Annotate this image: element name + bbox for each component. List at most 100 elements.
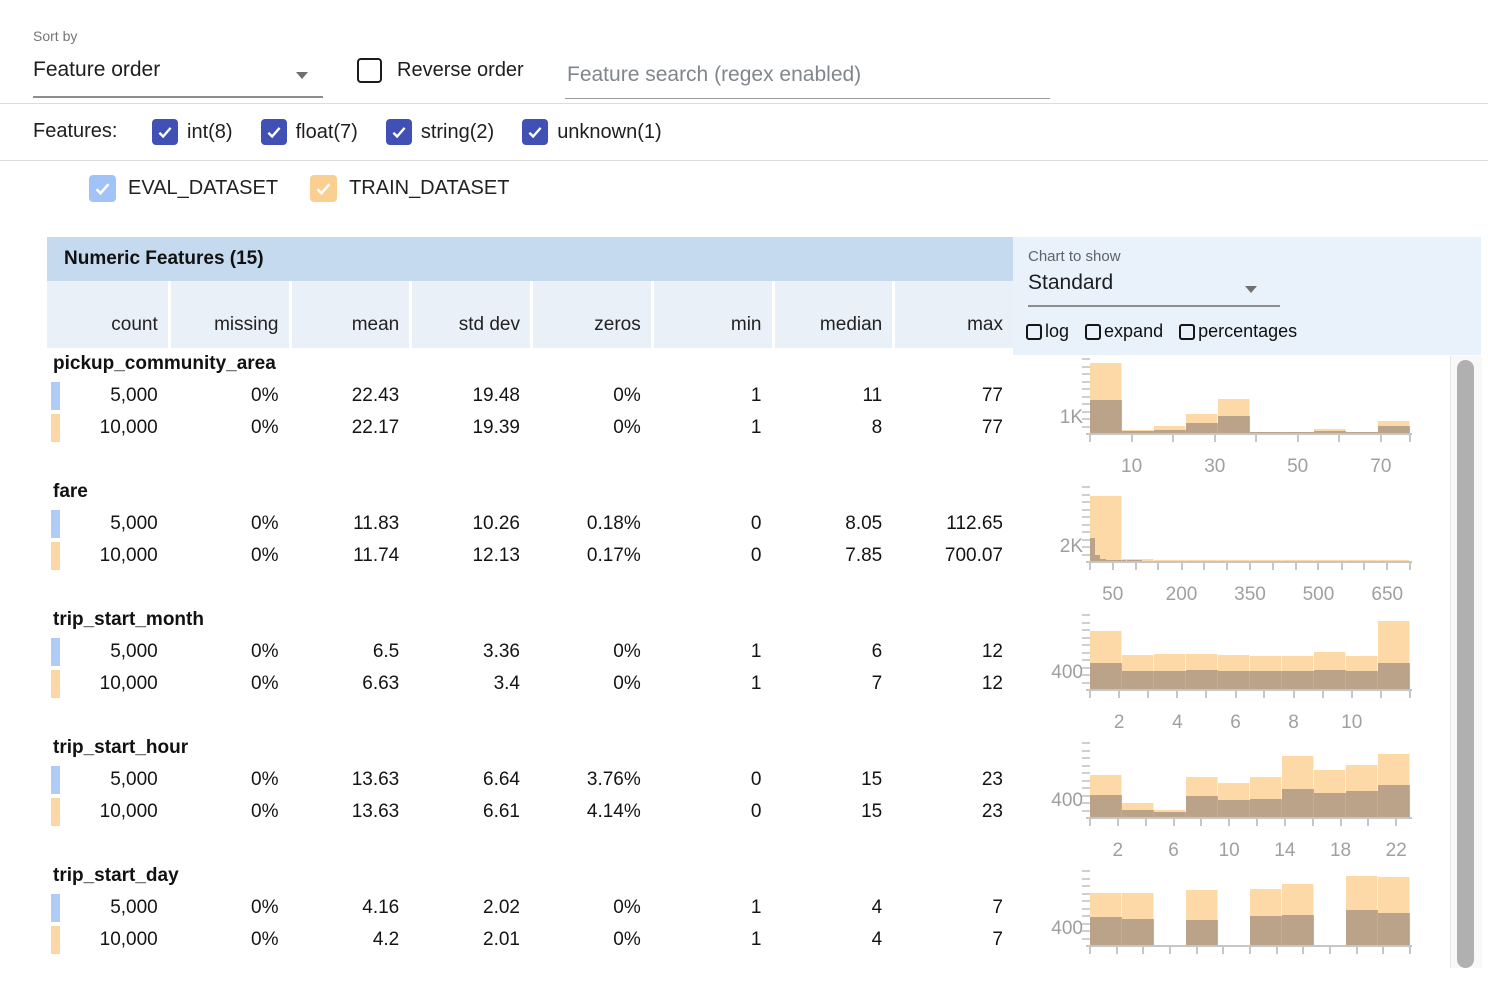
hist-bar-train [1090, 496, 1122, 561]
y-ruler-tick [1082, 742, 1090, 744]
divider-top [0, 103, 1488, 104]
x-axis-tick [1130, 435, 1133, 442]
feature-block-trip_start_day: trip_start_day 5,000 0% 4.16 2.02 0% 1 4 7 10,000… [47, 865, 1452, 993]
x-axis-label: 6 [1168, 840, 1179, 861]
y-ruler-tick [1082, 907, 1090, 910]
hist-bar-eval [1250, 799, 1282, 817]
x-axis-tick [1228, 819, 1231, 826]
y-ruler-tick [1082, 410, 1090, 413]
hist-bar-eval [1314, 670, 1346, 689]
chart-option-checkboxes: log expand percentages [1026, 321, 1297, 342]
scrollbar-thumb[interactable] [1457, 360, 1474, 968]
histogram-plot: 10 30 50 70 [1082, 355, 1412, 477]
stat-cell-min: 1 [750, 897, 762, 918]
x-axis-tick [1382, 947, 1385, 954]
hist-bar-eval [1314, 793, 1346, 817]
hist-bar-train [1186, 559, 1218, 561]
stat-cell-std-dev: 12.13 [472, 545, 520, 566]
table-row-eval: 5,000 0% 4.16 2.02 0% 1 4 7 [47, 893, 1013, 923]
y-ruler-tick [1082, 915, 1090, 917]
x-axis-tick [1195, 947, 1198, 954]
x-axis-label: 70 [1370, 456, 1392, 477]
y-ruler-tick [1082, 501, 1090, 503]
y-ruler-tick [1082, 772, 1090, 774]
chevron-down-icon[interactable] [1245, 286, 1257, 293]
stat-cell-missing: 0% [251, 417, 279, 438]
histogram-trip_start_month: 2 4 6 8 10 400 [1037, 609, 1452, 737]
stat-cell-std-dev: 3.36 [483, 641, 520, 662]
hist-bar-train [1154, 559, 1186, 561]
hist-bar-train [1314, 560, 1346, 561]
stat-cell-std-dev: 2.01 [483, 929, 520, 950]
stat-cell-max: 12 [981, 673, 1003, 694]
hist-bar-eval [1250, 670, 1282, 689]
x-axis-label: 10 [1341, 712, 1363, 733]
feature-type-filters: int(8) float(7) string(2) unknown(1) [152, 119, 662, 145]
hist-bar-eval [1378, 912, 1410, 945]
stat-cell-missing: 0% [251, 513, 279, 534]
hist-bar-eval [1314, 431, 1346, 433]
chart-type-dropdown[interactable]: Standard [1028, 271, 1114, 294]
x-axis-label: 22 [1385, 840, 1407, 861]
hist-bar-eval [1282, 914, 1314, 945]
y-ruler-tick [1082, 373, 1090, 375]
x-axis-tick [1169, 947, 1171, 954]
feature-type-checkbox[interactable] [260, 119, 287, 145]
hist-bar-eval [1346, 791, 1378, 817]
chart-option-label: log [1045, 321, 1070, 341]
x-axis-tick [1321, 691, 1324, 698]
search-input[interactable] [565, 52, 1050, 99]
y-ruler-tick [1082, 365, 1090, 368]
y-ruler-tick [1082, 508, 1090, 511]
feature-type-checkbox[interactable] [152, 119, 178, 145]
y-ruler-tick [1082, 900, 1090, 902]
stat-cell-zeros: 0% [613, 417, 641, 438]
stat-cell-std-dev: 19.48 [472, 385, 520, 406]
reverse-order-checkbox[interactable] [357, 58, 382, 83]
chevron-down-icon[interactable] [296, 72, 308, 79]
chart-option-checkbox[interactable] [1179, 323, 1196, 340]
hist-bar-eval [1346, 909, 1378, 945]
sort-by-dropdown[interactable]: Feature order [33, 58, 161, 81]
table-row-train: 10,000 0% 4.2 2.01 0% 1 4 7 [47, 925, 1013, 955]
hist-bar-eval [1154, 812, 1186, 817]
x-axis-tick [1089, 691, 1091, 698]
hist-bar-eval [1218, 670, 1250, 689]
chart-option-checkbox[interactable] [1026, 323, 1042, 340]
dataset-checkbox[interactable] [310, 175, 338, 202]
feature-type-checkbox[interactable] [385, 119, 412, 145]
x-axis-tick [1089, 947, 1091, 954]
x-axis-line [1086, 689, 1412, 691]
stat-cell-min: 1 [750, 673, 762, 694]
x-axis-tick [1115, 947, 1118, 954]
x-axis-tick [1275, 947, 1278, 954]
x-axis-tick [1147, 691, 1150, 698]
hist-bar-train [1314, 428, 1346, 433]
dataset-checkbox[interactable] [89, 175, 116, 202]
chart-option-expand: expand [1085, 321, 1163, 342]
y-ruler-tick [1082, 779, 1090, 782]
stat-cell-median: 8.05 [845, 513, 883, 534]
hist-bar-eval [1121, 560, 1127, 561]
stat-cell-mean: 22.43 [351, 385, 400, 406]
feature-type-checkbox[interactable] [522, 119, 549, 145]
x-axis-label: 18 [1329, 840, 1352, 861]
stat-cell-min: 1 [750, 641, 762, 662]
hist-bar-eval [1090, 399, 1122, 433]
stat-cell-zeros: 0% [613, 385, 641, 406]
stat-cell-count: 5,000 [110, 385, 158, 406]
chart-option-checkbox[interactable] [1085, 323, 1102, 340]
stat-cell-std-dev: 6.61 [483, 801, 520, 822]
hist-bar-eval [1090, 795, 1122, 817]
feature-type-label: string(2) [420, 120, 495, 143]
histogram-trip_start_day: 400 [1037, 865, 1452, 993]
stat-cell-median: 8 [871, 417, 883, 438]
stat-cell-std-dev: 10.26 [472, 513, 520, 534]
histogram-pickup_community_area: 10 30 50 70 1K [1037, 353, 1452, 481]
stat-cell-missing: 0% [251, 641, 279, 662]
numeric-features-title: Numeric Features (15) [64, 248, 264, 269]
table-row-eval: 5,000 0% 13.63 6.64 3.76% 0 15 23 [47, 765, 1013, 795]
hist-bar-eval [1116, 560, 1122, 561]
x-axis-label: 2 [1112, 840, 1124, 861]
hist-bar-train [1218, 560, 1250, 561]
